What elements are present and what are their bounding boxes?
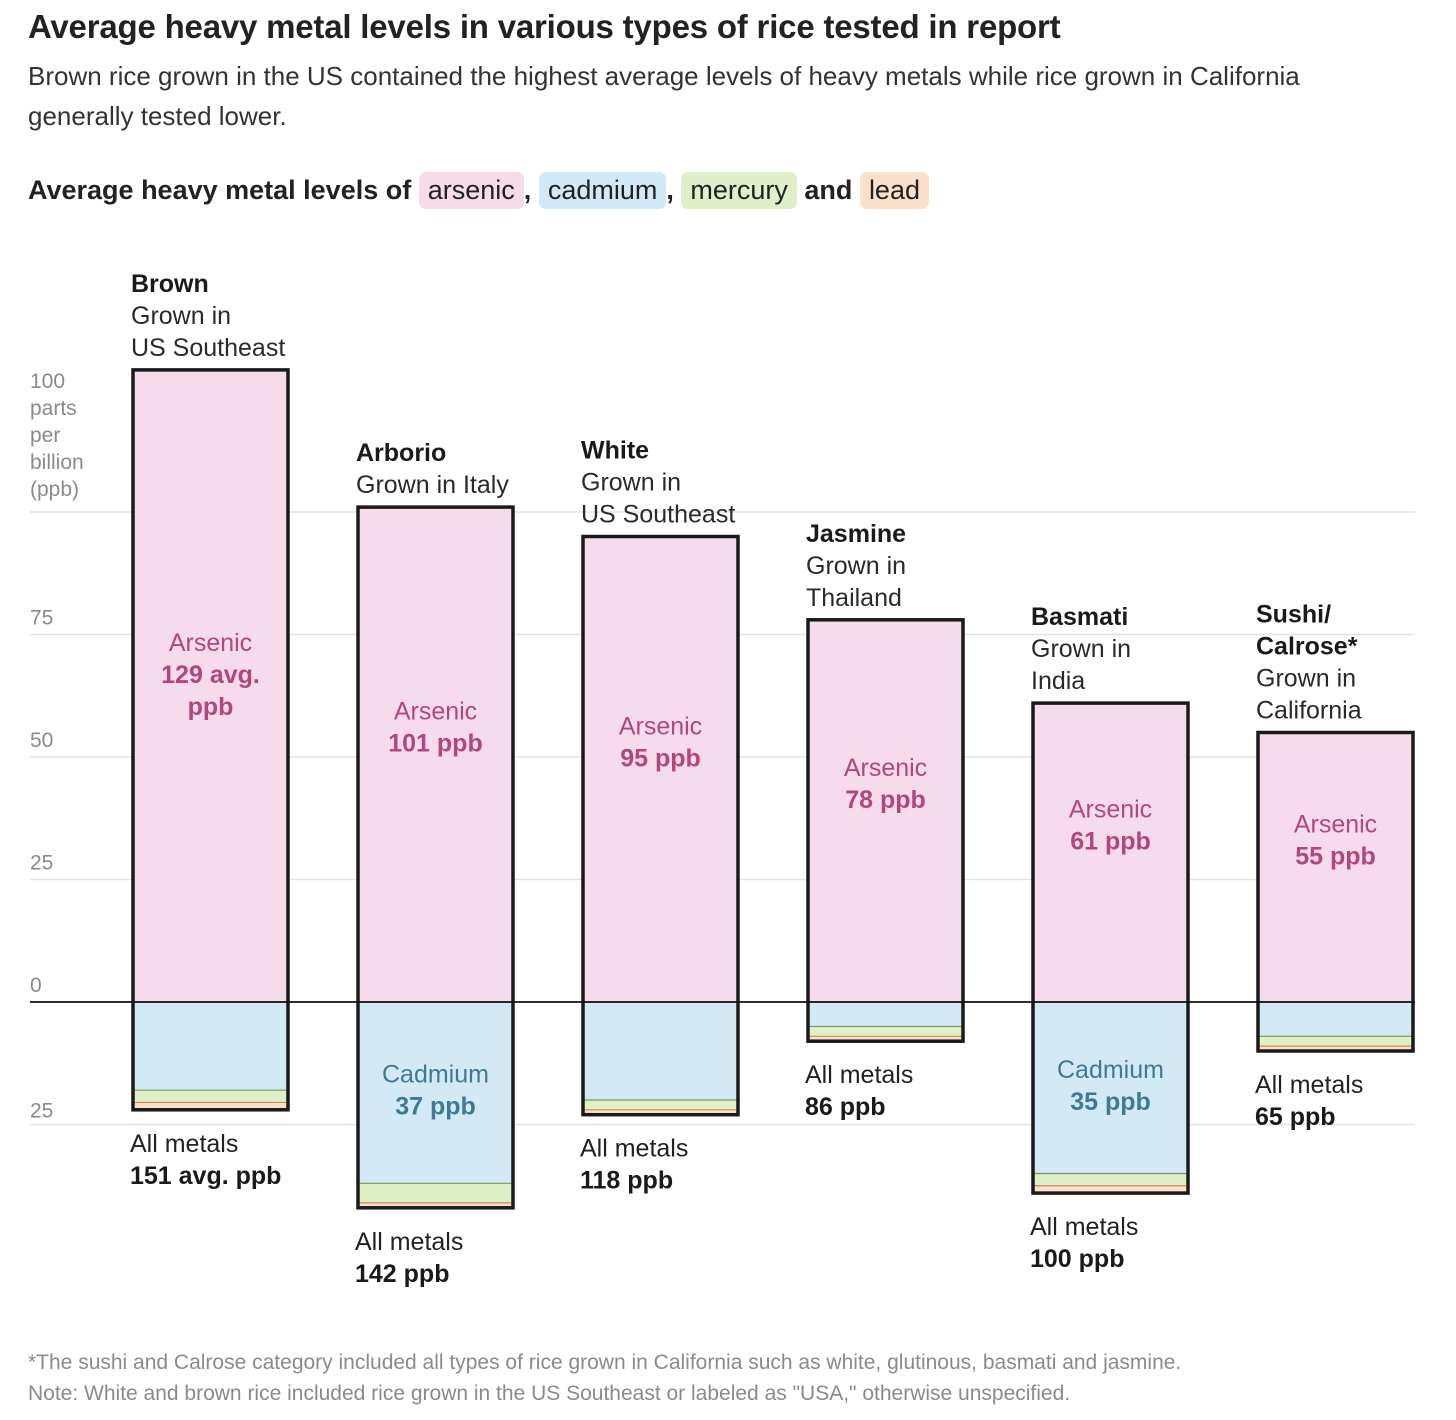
arsenic-label: Arsenic [1069, 796, 1152, 824]
arsenic-segment [583, 536, 738, 1002]
mercury-segment [583, 1100, 738, 1110]
legend-prefix: Average heavy metal levels of [28, 175, 412, 205]
arsenic-value-label: 101 ppb [388, 730, 482, 758]
total-value-label: 86 ppb [805, 1093, 886, 1121]
arsenic-segment [133, 369, 288, 1002]
chart-subtitle: Brown rice grown in the US contained the… [28, 61, 1300, 131]
category-origin: Grown in US Southeast [581, 469, 735, 529]
category-name: Arborio [356, 439, 446, 467]
total-label: All metals [805, 1061, 913, 1089]
total-label: All metals [580, 1135, 688, 1163]
category-name: White [581, 437, 649, 465]
mercury-segment [808, 1026, 963, 1037]
bar-outline [1256, 730, 1415, 1053]
lead-segment [358, 1202, 513, 1208]
lead-segment [808, 1036, 963, 1042]
arsenic-label: Arsenic [844, 754, 927, 782]
legend-chip-mercury: mercury [681, 172, 797, 209]
bar-outline [1031, 701, 1190, 1195]
total-value-label: 100 ppb [1030, 1245, 1124, 1273]
y-tick-label: 100 [30, 370, 65, 393]
mercury-segment [358, 1183, 513, 1203]
category-origin: Grown in US Southeast [131, 302, 285, 362]
legend-separator: , [666, 175, 674, 205]
footnote-sushi: *The sushi and Calrose category included… [28, 1351, 1182, 1374]
stacked-bar-chart: 100 75 50 25 0 25 parts per billion (ppb) Brown Gro… [30, 270, 1415, 1288]
cadmium-label: Cadmium [382, 1061, 489, 1089]
legend-chip-cadmium: cadmium [538, 172, 667, 209]
chart-area: 100 75 50 25 0 25 parts per billion (ppb) Brown Gro… [28, 235, 1428, 1300]
category-origin: Grown in India [1031, 635, 1131, 695]
arsenic-value-label: 129 avg. ppb [161, 661, 260, 721]
mercury-segment [1033, 1173, 1188, 1186]
arsenic-segment [1033, 703, 1188, 1002]
arsenic-label: Arsenic [394, 698, 477, 726]
lead-segment [133, 1102, 288, 1110]
category-name: Brown [131, 270, 209, 298]
lead-segment [583, 1109, 738, 1115]
bar-outline [131, 368, 290, 1112]
bar-outline [356, 505, 515, 1210]
arsenic-value-label: 55 ppb [1295, 842, 1376, 870]
chart-title: Average heavy metal levels in various ty… [28, 8, 1061, 45]
cadmium-segment [1033, 1002, 1188, 1174]
legend-chip-lead: lead [859, 172, 929, 209]
cadmium-segment [808, 1002, 963, 1027]
arsenic-value-label: 61 ppb [1070, 828, 1151, 856]
y-tick-label: 25 [30, 852, 53, 875]
mercury-segment [1258, 1036, 1413, 1047]
footnotes: *The sushi and Calrose category included… [28, 1347, 1181, 1409]
arsenic-value-label: 78 ppb [845, 786, 926, 814]
arsenic-label: Arsenic [1294, 810, 1377, 838]
cadmium-segment [583, 1002, 738, 1100]
y-tick-label: 50 [30, 729, 53, 752]
mercury-segment [133, 1090, 288, 1103]
total-value-label: 118 ppb [580, 1167, 673, 1195]
y-tick-label: 75 [30, 607, 53, 630]
arsenic-value-label: 95 ppb [620, 744, 701, 772]
lead-segment [1033, 1185, 1188, 1194]
category-name: Sushi/Calrose* [1256, 601, 1358, 661]
cadmium-value-label: 37 ppb [395, 1093, 476, 1121]
bar-outline [581, 534, 740, 1117]
total-value-label: 151 avg. ppb [130, 1162, 281, 1190]
bar-outline [806, 618, 965, 1043]
arsenic-segment [358, 507, 513, 1002]
cadmium-value-label: 35 ppb [1070, 1088, 1151, 1116]
arsenic-segment [808, 619, 963, 1002]
total-label: All metals [130, 1130, 238, 1158]
total-label: All metals [1030, 1213, 1138, 1241]
y-axis-unit-label: parts per billion (ppb) [30, 397, 84, 501]
total-label: All metals [355, 1228, 463, 1256]
category-origin: Grown in Italy [356, 471, 509, 499]
footnote-note: Note: White and brown rice included rice… [28, 1382, 1071, 1405]
cadmium-segment [133, 1002, 288, 1091]
category-name: Jasmine [806, 520, 906, 548]
lead-segment [1258, 1046, 1413, 1051]
arsenic-label: Arsenic [169, 629, 252, 657]
y-tick-label: 0 [30, 974, 42, 997]
category-origin: Grown in Thailand [806, 552, 906, 612]
legend-chip-arsenic: arsenic [418, 172, 524, 209]
legend-and: and [804, 175, 853, 205]
total-value-label: 65 ppb [1255, 1103, 1336, 1131]
category-name: Basmati [1031, 603, 1128, 631]
cadmium-segment [1258, 1002, 1413, 1037]
total-label: All metals [1255, 1071, 1363, 1099]
legend: Average heavy metal levels of arsenic, c… [28, 172, 929, 209]
legend-separator: , [523, 175, 532, 205]
arsenic-label: Arsenic [619, 712, 702, 740]
cadmium-label: Cadmium [1057, 1056, 1164, 1084]
category-origin: Grown in California [1256, 665, 1362, 725]
total-value-label: 142 ppb [355, 1260, 449, 1288]
y-tick-label: 25 [30, 1100, 53, 1123]
cadmium-segment [358, 1002, 513, 1184]
arsenic-segment [1258, 732, 1413, 1002]
